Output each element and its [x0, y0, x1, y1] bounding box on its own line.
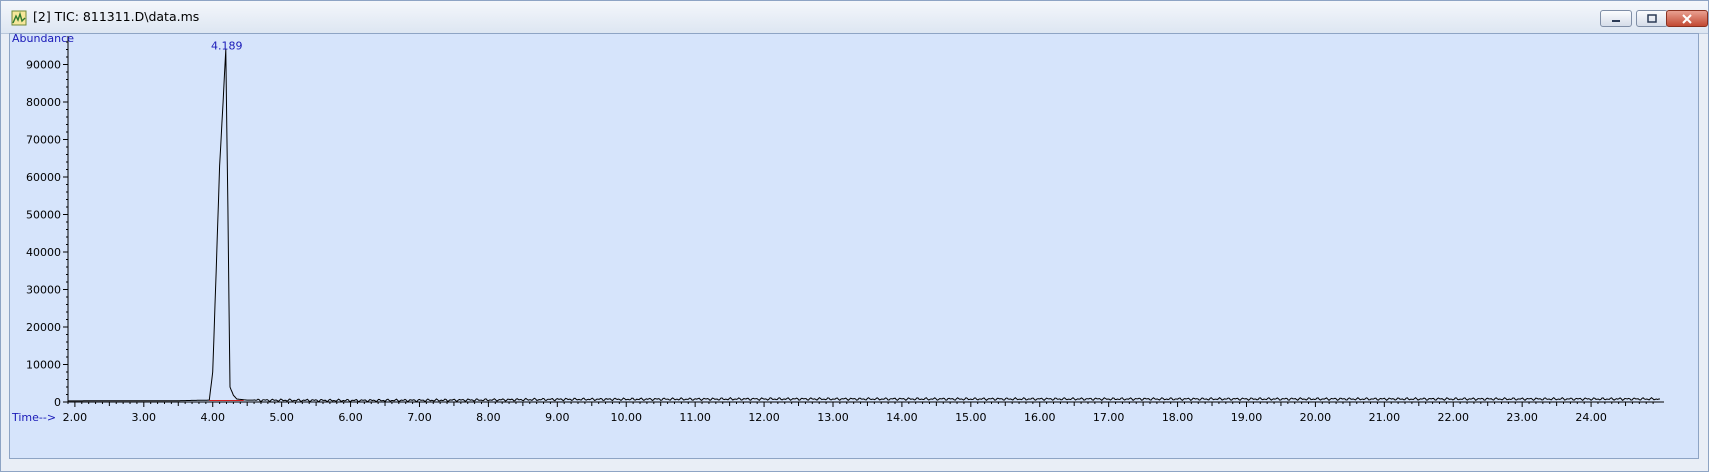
x-tick-label: 7.00 [407, 411, 432, 424]
close-icon [1682, 13, 1692, 24]
x-tick-label: 8.00 [476, 411, 501, 424]
minimize-icon [1612, 19, 1620, 22]
y-tick-label: 50000 [26, 209, 61, 222]
x-tick-label: 5.00 [269, 411, 294, 424]
tic-trace [68, 49, 1660, 403]
peak-label: 4.189 [211, 40, 243, 53]
x-tick-label: 12.00 [748, 411, 780, 424]
y-tick-label: 70000 [26, 134, 61, 147]
x-tick-label: 4.00 [200, 411, 225, 424]
x-tick-label: 10.00 [610, 411, 642, 424]
x-tick-label: 16.00 [1024, 411, 1056, 424]
x-tick-label: 18.00 [1162, 411, 1194, 424]
minimize-button[interactable] [1600, 10, 1632, 27]
chromatogram-app-icon [11, 10, 27, 26]
x-tick-label: 14.00 [886, 411, 918, 424]
y-tick-label: 30000 [26, 284, 61, 297]
x-tick-label: 6.00 [338, 411, 363, 424]
close-button[interactable] [1666, 10, 1708, 27]
x-tick-label: 21.00 [1369, 411, 1401, 424]
x-tick-label: 24.00 [1575, 411, 1607, 424]
x-tick-label: 15.00 [955, 411, 987, 424]
x-tick-label: 9.00 [545, 411, 570, 424]
y-tick-label: 90000 [26, 59, 61, 72]
restore-button[interactable] [1636, 10, 1668, 27]
y-tick-label: 40000 [26, 246, 61, 259]
x-tick-label: 17.00 [1093, 411, 1125, 424]
window-bottom-edge [1, 461, 1708, 471]
y-tick-label: 10000 [26, 359, 61, 372]
title-bar[interactable]: [2] TIC: 811311.D\data.ms [1, 1, 1708, 34]
chart-marks: 4.189 [68, 40, 1660, 403]
tic-chart[interactable]: Abundance 0 10000 20000 30000 40000 50000 60000… [10, 32, 1698, 458]
x-tick-label: 3.00 [132, 411, 157, 424]
plot-area[interactable]: Abundance 0 10000 20000 30000 40000 50000 60000… [9, 32, 1699, 459]
x-tick-label: 11.00 [679, 411, 711, 424]
x-axis-label: Time--> [11, 411, 56, 424]
x-tick-label: 13.00 [817, 411, 849, 424]
restore-icon [1647, 13, 1657, 23]
window-title: [2] TIC: 811311.D\data.ms [33, 9, 200, 24]
x-tick-label: 20.00 [1300, 411, 1332, 424]
y-tick-label: 60000 [26, 171, 61, 184]
x-tick-label: 23.00 [1506, 411, 1538, 424]
x-tick-label: 19.00 [1231, 411, 1263, 424]
x-tick-label: 22.00 [1437, 411, 1469, 424]
y-tick-label: 80000 [26, 96, 61, 109]
y-tick-label: 20000 [26, 321, 61, 334]
chart-axes: Abundance 0 10000 20000 30000 40000 50000 60000… [11, 32, 1664, 424]
x-tick-label: 2.00 [63, 411, 88, 424]
y-tick-label: 0 [54, 396, 61, 409]
y-axis-label: Abundance [12, 34, 74, 45]
